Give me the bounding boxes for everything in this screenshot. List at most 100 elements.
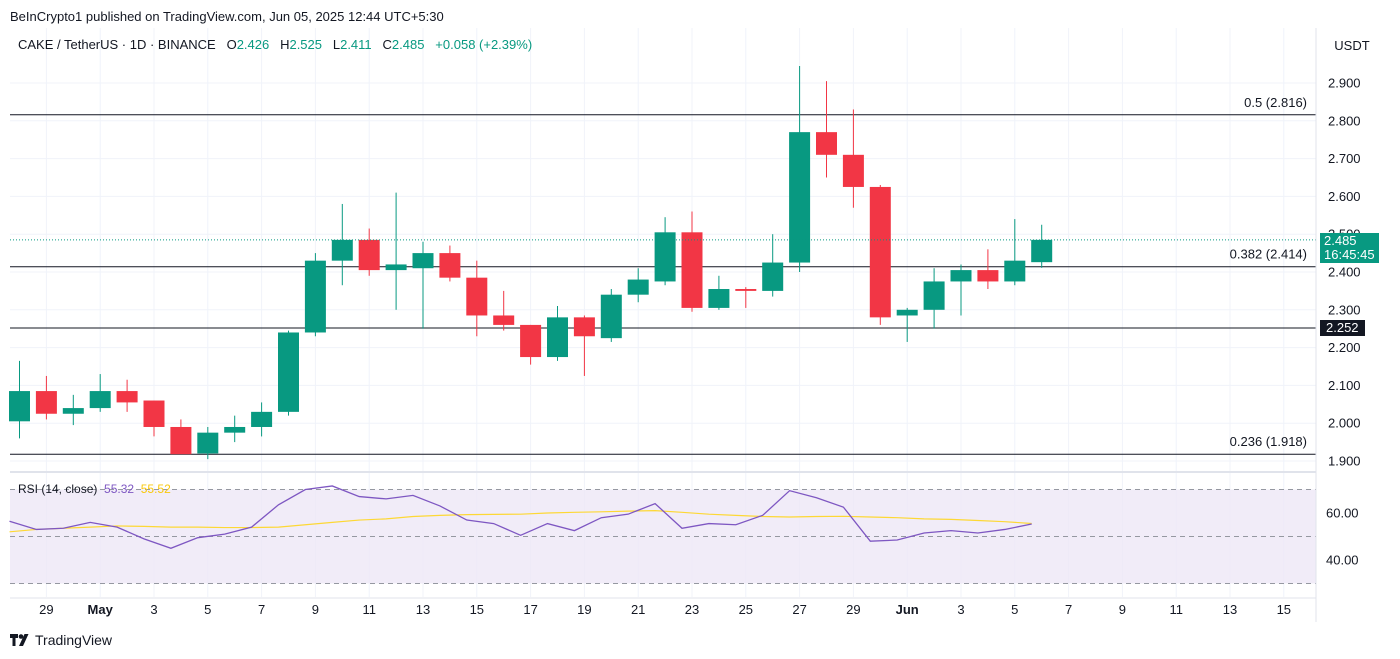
candle-body (842, 154, 864, 187)
close-value: 2.485 (391, 37, 425, 52)
candle-body (358, 239, 380, 271)
candle-body (816, 132, 837, 155)
open-label: O (226, 37, 237, 52)
change-value: +0.058 (+2.39%) (435, 37, 533, 52)
time-tick-label: 13 (1223, 602, 1237, 617)
rsi-legend[interactable]: RSI (14, close) 55.32 55.52 (18, 482, 171, 496)
candle-body (789, 132, 811, 263)
time-tick-label: 7 (1065, 602, 1072, 617)
candle-body (224, 426, 246, 433)
candle-body (869, 186, 891, 318)
tradingview-logo-text: TradingView (35, 632, 113, 648)
tradingview-footer: TradingView (10, 632, 112, 648)
fib-level-label: 0.236 (1.918) (1230, 434, 1307, 449)
price-tick-label: 2.900 (1328, 76, 1361, 91)
price-tick-label: 2.400 (1328, 265, 1361, 280)
price-tick-label: 2.100 (1328, 378, 1361, 393)
candle-body (708, 289, 730, 308)
time-tick-label: 3 (150, 602, 157, 617)
time-tick-label: 11 (362, 602, 376, 617)
low-value: 2.411 (340, 37, 372, 52)
candle-body (89, 391, 111, 409)
time-tick-label: 25 (739, 602, 753, 617)
time-tick-label: 5 (1011, 602, 1018, 617)
candle-body (197, 432, 219, 454)
time-tick-label: 27 (792, 602, 806, 617)
candle-body (385, 264, 407, 271)
candle-body (439, 253, 461, 278)
open-value: 2.426 (236, 37, 270, 52)
price-tick-label: 1.900 (1328, 454, 1361, 469)
candle-body (1004, 260, 1026, 282)
candle-body (62, 408, 84, 414)
price-tick-label: 2.600 (1328, 189, 1361, 204)
time-tick-label: Jun (896, 602, 919, 617)
axes: 1.9002.0002.1002.2002.3002.4002.5002.600… (10, 28, 1361, 622)
candle-body (600, 294, 622, 339)
price-tick-label: 2.000 (1328, 416, 1361, 431)
low-label: L (332, 37, 341, 52)
fib-level-label: 0.382 (2.414) (1230, 247, 1307, 262)
rsi-tick-label: 60.00 (1326, 506, 1359, 521)
candle-body (278, 332, 299, 412)
time-tick-label: 17 (523, 602, 537, 617)
rsi-line (9, 485, 1032, 549)
candle-body (681, 232, 703, 308)
price-tick-label: 2.800 (1328, 113, 1361, 128)
candle-body (466, 277, 488, 316)
candle-body (520, 324, 542, 358)
support-price-tag: 2.252 (1320, 320, 1365, 336)
time-tick-label: May (88, 602, 114, 617)
published-by-line: BeInCrypto1 published on TradingView.com… (10, 9, 444, 24)
rsi-label: RSI (14, close) (18, 482, 98, 496)
candle-body (950, 270, 972, 282)
time-tick-label: 3 (957, 602, 964, 617)
candle-body (412, 253, 434, 269)
time-tick-label: 15 (1277, 602, 1291, 617)
candle-body (547, 317, 568, 358)
time-tick-label: 13 (416, 602, 430, 617)
last-price-tag: 2.485 16:45:45 (1320, 233, 1379, 263)
candle-body (1031, 239, 1053, 263)
rsi-value: 55.32 (104, 482, 135, 496)
time-tick-label: 29 (39, 602, 53, 617)
rsi-ma-line (9, 510, 1032, 533)
close-label: C (382, 37, 392, 52)
candle-body (654, 232, 676, 282)
candle-body (331, 239, 353, 261)
price-tick-label: 2.200 (1328, 340, 1361, 355)
time-tick-label: 19 (577, 602, 591, 617)
candle-body (251, 411, 273, 427)
candle-body (977, 270, 999, 282)
time-tick-label: 15 (470, 602, 484, 617)
price-tick-label: 2.700 (1328, 151, 1361, 166)
candle-body (762, 262, 784, 291)
candle-body (493, 315, 515, 325)
candle-body (735, 289, 757, 291)
candle-body (573, 317, 595, 337)
price-tick-label: 2.300 (1328, 302, 1361, 317)
time-tick-label: 29 (846, 602, 860, 617)
time-tick-label: 9 (312, 602, 319, 617)
time-tick-label: 23 (685, 602, 699, 617)
candle-body (143, 400, 165, 427)
candle-body (896, 309, 918, 316)
fib-level-label: 0.5 (2.816) (1244, 95, 1307, 110)
high-value: 2.525 (289, 37, 323, 52)
high-label: H (280, 37, 290, 52)
candle-body (35, 391, 57, 414)
rsi-ma-value: 55.52 (140, 482, 171, 496)
candle-body (170, 426, 192, 455)
candlestick-series (9, 65, 1053, 460)
candle-body (116, 391, 138, 403)
rsi-pane (9, 485, 1316, 584)
symbol-legend[interactable]: CAKE / TetherUS · 1D · BINANCE O2.426 H2… (18, 37, 532, 52)
currency-label[interactable]: USDT (1334, 37, 1370, 53)
symbol-name: CAKE / TetherUS · 1D · BINANCE (18, 37, 216, 52)
tradingview-logo-icon (10, 634, 29, 646)
bar-countdown: 16:45:45 (1324, 247, 1375, 262)
rsi-tick-label: 40.00 (1326, 553, 1359, 568)
last-price-value: 2.485 (1324, 233, 1357, 248)
time-tick-label: 21 (631, 602, 645, 617)
